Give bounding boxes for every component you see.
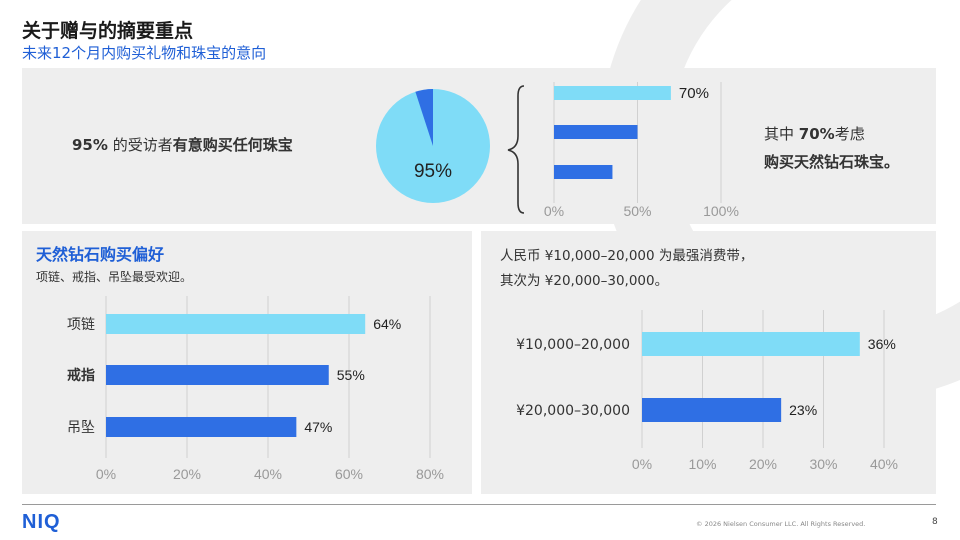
pie-slice-small [415,89,433,146]
bar [554,86,671,100]
tick-label: 40% [254,466,282,482]
copyright-text: © 2026 Nielsen Consumer LLC. All Rights … [696,520,866,528]
note-suffix: 考虑 [834,125,865,143]
bar [106,314,366,334]
tick-label: 40% [870,456,898,472]
preference-subtitle: 项链、戒指、吊坠最受欢迎。 [36,270,193,284]
intent-statement: 95% 的受访者有意购买任何珠宝 [72,134,293,155]
note-line2: 购买天然钻石珠宝。 [764,153,900,171]
tick-label: 60% [335,466,363,482]
left-panel [22,231,472,494]
tick-label: 50% [623,203,651,219]
page-title: 关于赠与的摘要重点 [22,20,194,42]
bar [106,365,329,385]
tick-label: 20% [173,466,201,482]
tick-label: 30% [809,456,837,472]
intent-text-bold: 有意购买任何珠宝 [172,136,293,154]
category-label: 戒指 [67,367,95,384]
tick-label: 0% [632,456,652,472]
bracket-path [507,85,525,214]
category-label: 吊坠 [67,420,95,436]
tick-label: 0% [544,203,564,219]
page-number: 8 [932,517,938,527]
intent-text-plain: 的受访者 [112,136,173,154]
tick-label: 100% [703,203,739,219]
bar [106,417,297,437]
note-prefix: 其中 [764,125,795,143]
niq-logo: NIQ [22,511,61,533]
intent-value: 95% [72,136,108,154]
pie-data-label: 95% [414,161,452,182]
category-label: ¥20,000–30,000 [516,403,630,419]
preference-title: 天然钻石购买偏好 [36,245,165,264]
bar [642,398,782,422]
data-label: 70% [679,85,709,102]
tick-label: 10% [688,456,716,472]
tick-label: 20% [749,456,777,472]
data-label: 23% [789,402,817,418]
note-value: 70% [798,125,835,143]
page-subtitle: 未来12个月内购买礼物和珠宝的意向 [22,44,267,62]
natural-diamond-note: 其中 70%考虑 购买天然钻石珠宝。 [764,120,899,176]
bar [554,165,613,179]
bar [554,125,638,139]
tick-label: 80% [416,466,444,482]
data-label: 64% [373,316,401,332]
price-band-text: 人民币 ¥10,000–20,000 为最强消费带， 其次为 ¥20,000–3… [500,244,753,294]
tick-label: 0% [96,466,116,482]
data-label: 55% [337,367,365,383]
price-band-line2: 其次为 ¥20,000–30,000。 [500,273,669,289]
bar [642,332,860,356]
category-label: ¥10,000–20,000 [516,337,630,353]
price-band-line1: 人民币 ¥10,000–20,000 为最强消费带， [500,248,754,264]
data-label: 36% [868,336,896,352]
footer-divider [22,504,936,505]
data-label: 47% [304,419,332,435]
right-panel [481,231,936,494]
category-label: 项链 [67,317,95,333]
